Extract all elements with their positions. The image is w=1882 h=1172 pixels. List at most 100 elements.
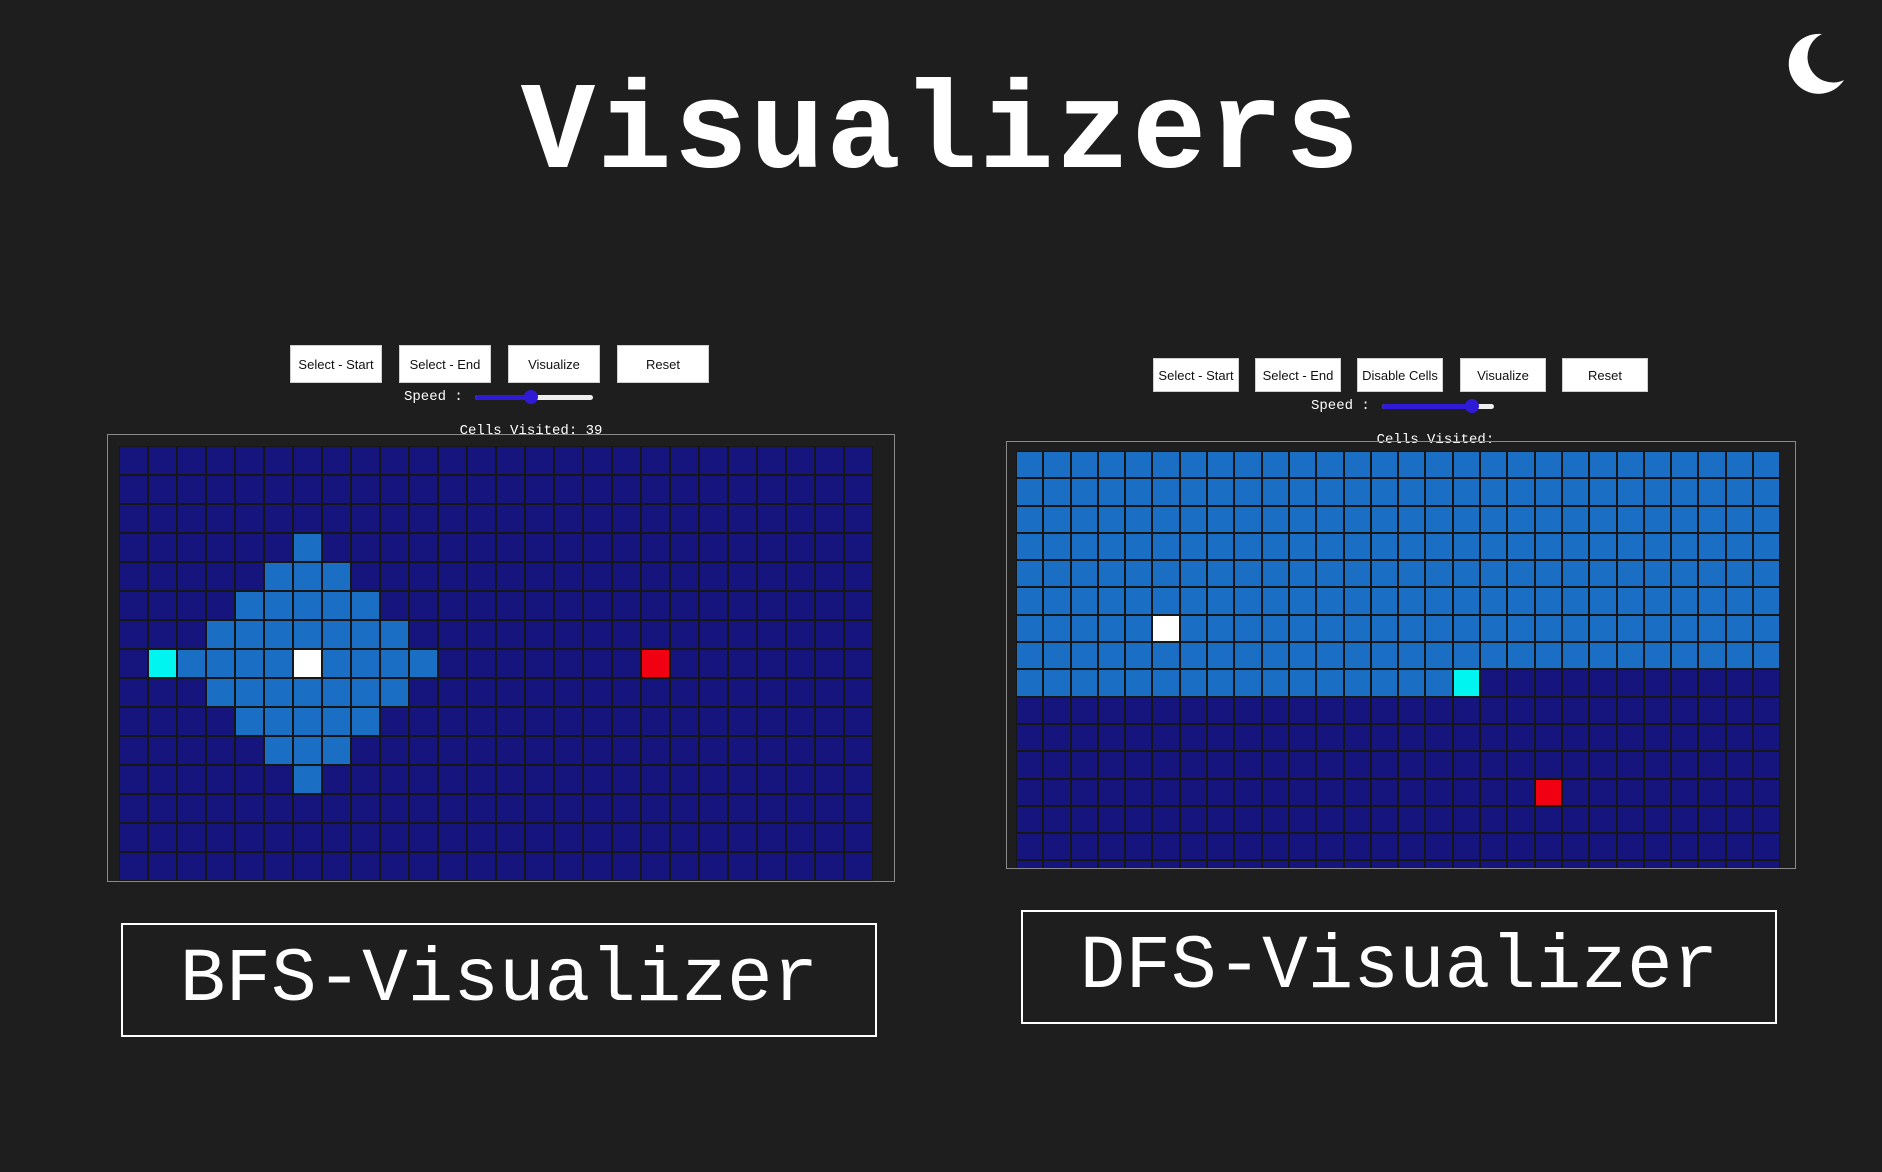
dfs-cell-visited[interactable] [1370, 560, 1399, 588]
dfs-cell-unvisited[interactable] [1480, 860, 1508, 868]
bfs-cell-visited[interactable] [235, 678, 264, 707]
bfs-cell-unvisited[interactable] [177, 794, 206, 823]
dfs-cell-visited[interactable] [1725, 587, 1754, 615]
bfs-cell-unvisited[interactable] [757, 678, 786, 707]
dfs-cell-visited[interactable] [1343, 505, 1371, 533]
bfs-cell-unvisited[interactable] [815, 591, 844, 620]
dfs-cell-visited[interactable] [1070, 505, 1098, 533]
dfs-cell-unvisited[interactable] [1043, 723, 1071, 752]
dfs-cell-visited[interactable] [1398, 560, 1426, 588]
bfs-cell-unvisited[interactable] [844, 533, 873, 562]
dfs-cell-visited[interactable] [1753, 505, 1781, 533]
dfs-cell-unvisited[interactable] [1343, 696, 1371, 724]
dfs-cell-visited[interactable] [1179, 505, 1208, 533]
dfs-cell-unvisited[interactable] [1616, 833, 1644, 861]
dfs-cell-unvisited[interactable] [1207, 696, 1235, 724]
dfs-cell-visited[interactable] [1070, 560, 1098, 588]
dfs-cell-visited[interactable] [1698, 478, 1726, 506]
bfs-cell-unvisited[interactable] [409, 736, 438, 765]
dfs-cell-visited[interactable] [1043, 451, 1071, 479]
dfs-cell-unvisited[interactable] [1725, 778, 1754, 806]
bfs-cell-unvisited[interactable] [699, 504, 728, 533]
dfs-cell-unvisited[interactable] [1753, 696, 1781, 724]
bfs-cell-unvisited[interactable] [496, 504, 525, 533]
bfs-cell-unvisited[interactable] [728, 649, 757, 678]
dfs-cell-visited[interactable] [1152, 532, 1180, 561]
bfs-cell-unvisited[interactable] [206, 765, 235, 794]
dfs-cell-unvisited[interactable] [1179, 833, 1208, 861]
dfs-cell-visited[interactable] [1671, 532, 1699, 561]
bfs-cell-unvisited[interactable] [409, 765, 438, 794]
bfs-cell-unvisited[interactable] [554, 562, 583, 591]
dfs-cell-unvisited[interactable] [1698, 778, 1726, 806]
dfs-cell-visited[interactable] [1070, 451, 1098, 479]
dfs-cell-visited[interactable] [1561, 642, 1590, 670]
dfs-cell-unvisited[interactable] [1698, 833, 1726, 861]
bfs-cell-unvisited[interactable] [380, 765, 409, 794]
bfs-cell-unvisited[interactable] [322, 823, 351, 852]
dfs-cell-visited[interactable] [1343, 478, 1371, 506]
dfs-cell-visited[interactable] [1725, 614, 1754, 643]
bfs-cell-unvisited[interactable] [554, 765, 583, 794]
dfs-cell-visited[interactable] [1316, 532, 1344, 561]
dfs-cell-visited[interactable] [1589, 532, 1617, 561]
bfs-cell-unvisited[interactable] [409, 591, 438, 620]
dfs-cell-unvisited[interactable] [1725, 860, 1754, 868]
dfs-cell-visited[interactable] [1016, 642, 1044, 670]
dfs-cell-unvisited[interactable] [1207, 723, 1235, 752]
dfs-cell-visited[interactable] [1179, 642, 1208, 670]
bfs-cell-unvisited[interactable] [119, 736, 148, 765]
dfs-cell-unvisited[interactable] [1643, 696, 1672, 724]
dfs-cell-visited[interactable] [1425, 505, 1453, 533]
dfs-cell-visited[interactable] [1070, 478, 1098, 506]
dfs-cell-visited[interactable] [1016, 669, 1044, 697]
dfs-cell-visited[interactable] [1589, 614, 1617, 643]
bfs-cell-unvisited[interactable] [119, 678, 148, 707]
dfs-cell-visited[interactable] [1507, 560, 1535, 588]
bfs-cell-unvisited[interactable] [699, 446, 728, 475]
bfs-cell-unvisited[interactable] [554, 533, 583, 562]
bfs-cell-unvisited[interactable] [380, 823, 409, 852]
dfs-cell-unvisited[interactable] [1698, 860, 1726, 868]
bfs-cell-unvisited[interactable] [583, 823, 612, 852]
bfs-cell-unvisited[interactable] [235, 562, 264, 591]
bfs-cell-visited[interactable] [351, 707, 380, 736]
dfs-cell-visited[interactable] [1480, 532, 1508, 561]
dfs-cell-unvisited[interactable] [1261, 778, 1289, 806]
dfs-cell-unvisited[interactable] [1725, 805, 1754, 834]
dfs-cell-unvisited[interactable] [1589, 860, 1617, 868]
bfs-cell-unvisited[interactable] [293, 794, 322, 823]
dfs-cell-unvisited[interactable] [1234, 751, 1262, 779]
bfs-cell-visited[interactable] [322, 707, 351, 736]
bfs-cell-unvisited[interactable] [525, 562, 554, 591]
dfs-cell-visited[interactable] [1671, 614, 1699, 643]
bfs-cell-unvisited[interactable] [438, 620, 467, 649]
dfs-cell-unvisited[interactable] [1043, 696, 1071, 724]
dfs-cell-visited[interactable] [1125, 560, 1153, 588]
bfs-cell-unvisited[interactable] [641, 446, 670, 475]
dfs-cell-unvisited[interactable] [1097, 860, 1126, 868]
dfs-cell-unvisited[interactable] [1589, 833, 1617, 861]
bfs-cell-unvisited[interactable] [496, 562, 525, 591]
bfs-cell-unvisited[interactable] [844, 678, 873, 707]
dfs-cell-visited[interactable] [1753, 642, 1781, 670]
bfs-cell-unvisited[interactable] [467, 562, 496, 591]
bfs-cell-unvisited[interactable] [583, 446, 612, 475]
dfs-cell-visited[interactable] [1207, 614, 1235, 643]
dfs-cell-unvisited[interactable] [1125, 751, 1153, 779]
bfs-cell-unvisited[interactable] [351, 562, 380, 591]
theme-toggle-button[interactable] [1782, 30, 1848, 96]
dfs-cell-unvisited[interactable] [1398, 696, 1426, 724]
bfs-cell-unvisited[interactable] [728, 591, 757, 620]
bfs-cell-visited[interactable] [235, 620, 264, 649]
dfs-cell-visited[interactable] [1234, 560, 1262, 588]
bfs-cell-visited[interactable] [264, 678, 293, 707]
dfs-cell-unvisited[interactable] [1097, 805, 1126, 834]
bfs-cell-unvisited[interactable] [148, 707, 177, 736]
bfs-cell-unvisited[interactable] [757, 794, 786, 823]
dfs-cell-unvisited[interactable] [1398, 805, 1426, 834]
dfs-cell-visited[interactable] [1043, 560, 1071, 588]
dfs-cell-unvisited[interactable] [1398, 860, 1426, 868]
dfs-cell-visited[interactable] [1480, 478, 1508, 506]
bfs-cell-unvisited[interactable] [670, 591, 699, 620]
